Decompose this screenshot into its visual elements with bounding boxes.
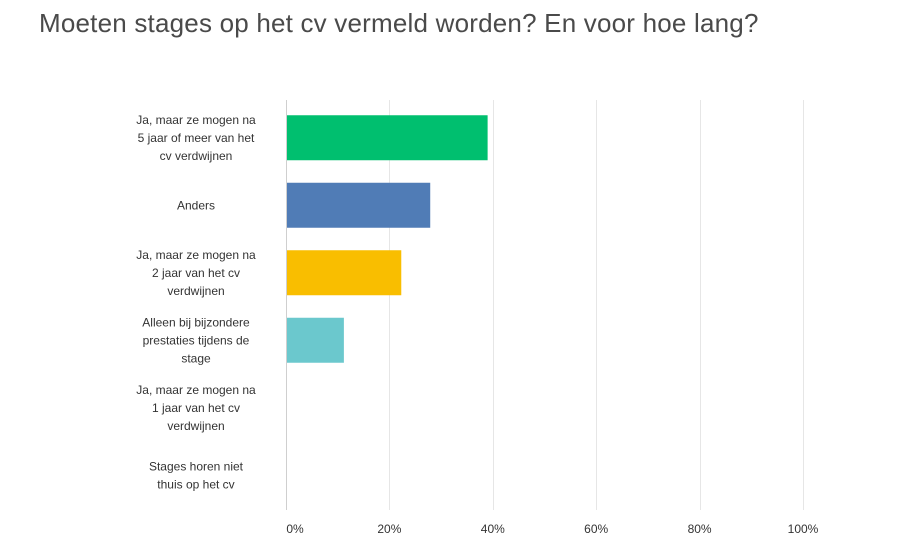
category-label: Alleen bij bijzondere prestaties tijdens …	[142, 315, 250, 365]
category-label: Ja, maar ze mogen na 2 jaar van het cv ver…	[136, 248, 256, 298]
category-label: Anders	[177, 198, 215, 212]
bar-3[interactable]	[286, 250, 402, 296]
bar-1[interactable]	[286, 115, 488, 161]
chart-title: Moeten stages op het cv vermeld worden? …	[39, 8, 759, 38]
bar-4[interactable]	[286, 317, 344, 363]
gridlines	[389, 100, 804, 510]
x-tick-label: 100%	[788, 522, 819, 536]
x-tick-label: 0%	[286, 522, 304, 536]
x-tick-label: 40%	[481, 522, 505, 536]
x-tick-label: 80%	[688, 522, 712, 536]
category-labels: Ja, maar ze mogen na 5 jaar of meer van h…	[136, 113, 256, 492]
x-tick-label: 60%	[584, 522, 608, 536]
category-label: Ja, maar ze mogen na 5 jaar of meer van h…	[136, 113, 256, 163]
category-label: Stages horen niet thuis op het cv	[149, 459, 244, 491]
category-label: Ja, maar ze mogen na 1 jaar van het cv ver…	[136, 383, 256, 433]
x-tick-label: 20%	[377, 522, 401, 536]
bar-2[interactable]	[286, 182, 431, 228]
x-tick-labels: 0% 20% 40% 60% 80% 100%	[286, 522, 818, 536]
bars	[286, 115, 488, 363]
